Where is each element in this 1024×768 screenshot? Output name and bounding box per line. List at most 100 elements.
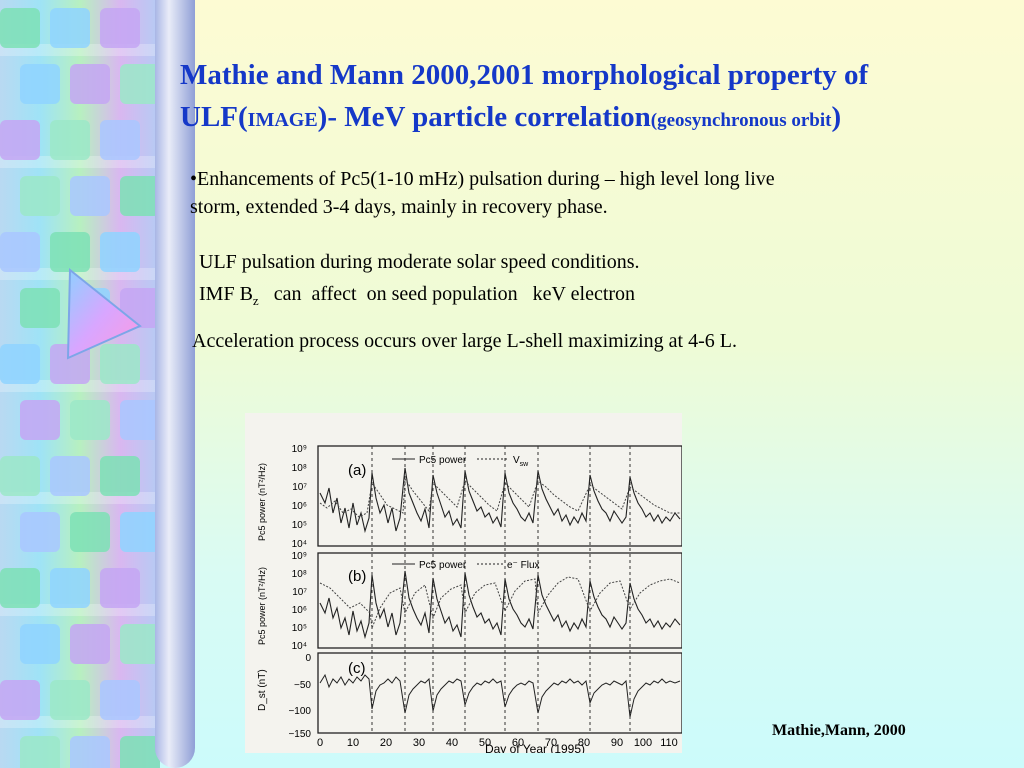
panel-c-yticks: 0 −50 −100 −150 xyxy=(288,653,311,740)
bullet-1-line-1: •Enhancements of Pc5(1-10 mHz) pulsation… xyxy=(190,168,775,190)
panel-a-legend: Pc5 power Vsw xyxy=(392,455,529,468)
decorative-block xyxy=(120,64,160,104)
decorative-block xyxy=(100,456,140,496)
decorative-block xyxy=(50,120,90,160)
svg-text:10⁴: 10⁴ xyxy=(292,539,307,550)
decorative-block xyxy=(20,400,60,440)
decorative-block xyxy=(120,400,160,440)
panel-c-label: (c) xyxy=(348,660,366,677)
svg-text:90: 90 xyxy=(611,737,623,749)
svg-text:10⁴: 10⁴ xyxy=(292,641,307,652)
title-ulf: ULF( xyxy=(180,101,248,133)
svg-text:10⁶: 10⁶ xyxy=(292,501,307,512)
panel-a-ylabel: Pc5 power (nT²/Hz) xyxy=(257,463,267,541)
x-tick-labels: 0 10 20 30 40 50 60 70 80 90 100 110 xyxy=(317,737,678,749)
decorative-block xyxy=(70,64,110,104)
decorative-block xyxy=(50,456,90,496)
legend-b-flux: e⁻ Flux xyxy=(507,560,540,571)
panel-b-flux-trace xyxy=(319,576,681,630)
decorative-block xyxy=(0,680,40,720)
bullet-3: IMF Bz can affect on seed population keV… xyxy=(194,280,635,315)
event-lines xyxy=(371,446,631,733)
decorative-side-strip xyxy=(0,0,160,768)
panel-b-legend: Pc5 power e⁻ Flux xyxy=(392,560,540,571)
decorative-block xyxy=(100,120,140,160)
decorative-block xyxy=(0,456,40,496)
svg-text:10⁵: 10⁵ xyxy=(292,623,307,634)
svg-text:110: 110 xyxy=(660,737,678,749)
decorative-block xyxy=(100,568,140,608)
panel-c-frame xyxy=(317,652,682,734)
decorative-block xyxy=(0,232,40,272)
svg-text:10⁸: 10⁸ xyxy=(292,463,307,474)
svg-text:0: 0 xyxy=(317,737,323,749)
legend-a-pc5: Pc5 power xyxy=(419,455,467,466)
panel-a-pc5-trace xyxy=(319,467,681,534)
decorative-block xyxy=(50,568,90,608)
svg-text:10⁵: 10⁵ xyxy=(292,520,307,531)
title-orbit: (geosynchronous orbit xyxy=(650,110,832,131)
decorative-block xyxy=(70,512,110,552)
bullet-3-post: can affect on seed population keV electr… xyxy=(258,283,636,305)
panel-b-ylabel: Pc5 power (nT²/Hz) xyxy=(257,567,267,645)
decorative-triangle-icon xyxy=(66,268,142,360)
svg-text:10⁶: 10⁶ xyxy=(292,605,307,616)
panel-b-frame xyxy=(317,552,682,649)
decorative-block xyxy=(120,736,160,768)
decorative-block xyxy=(100,8,140,48)
decorative-block xyxy=(50,680,90,720)
svg-text:40: 40 xyxy=(446,737,458,749)
title-image: IMAGE xyxy=(247,109,318,131)
decorative-block xyxy=(50,8,90,48)
decorative-block xyxy=(100,344,140,384)
decorative-block xyxy=(50,232,90,272)
svg-text:10⁸: 10⁸ xyxy=(292,569,307,580)
decorative-block xyxy=(120,176,160,216)
x-axis-label: Day of Year (1995) xyxy=(485,742,585,753)
svg-text:10⁹: 10⁹ xyxy=(292,551,307,562)
decorative-block xyxy=(0,8,40,48)
decorative-block xyxy=(100,232,140,272)
svg-text:30: 30 xyxy=(413,737,425,749)
panel-a-label: (a) xyxy=(348,462,366,479)
panel-c-ylabel: D_st (nT) xyxy=(257,669,268,711)
bullet-1-line-2: storm, extended 3-4 days, mainly in reco… xyxy=(190,196,608,218)
title-line-1: Mathie and Mann 2000,2001 morphological … xyxy=(180,59,869,91)
svg-text:−100: −100 xyxy=(288,706,311,717)
decorative-block xyxy=(0,344,40,384)
title-mid: )- MeV particle correlation xyxy=(317,101,651,133)
svg-text:20: 20 xyxy=(380,737,392,749)
decorative-block xyxy=(20,512,60,552)
decorative-block xyxy=(120,624,160,664)
panel-b-pc5-trace xyxy=(319,570,681,640)
panel-c-dst-trace xyxy=(319,673,681,718)
decorative-block xyxy=(20,736,60,768)
scanned-figure: (a) (b) (c) Pc5 power Vsw Pc5 power e⁻ F… xyxy=(245,413,682,753)
decorative-block xyxy=(120,512,160,552)
title-close: ) xyxy=(831,101,842,133)
bullet-3-sub: z xyxy=(252,293,259,308)
legend-b-pc5: Pc5 power xyxy=(419,560,467,571)
svg-text:0: 0 xyxy=(305,653,311,664)
svg-text:10⁷: 10⁷ xyxy=(292,482,307,493)
svg-text:−50: −50 xyxy=(294,680,311,691)
panel-b-yticks: 10⁹ 10⁸ 10⁷ 10⁶ 10⁵ 10⁴ xyxy=(292,551,308,652)
figure-credit: Mathie,Mann, 2000 xyxy=(772,722,906,739)
decorative-block xyxy=(20,64,60,104)
legend-a-vsw: Vsw xyxy=(513,455,529,468)
svg-text:10⁷: 10⁷ xyxy=(292,587,307,598)
bullet-4: Acceleration process occurs over large L… xyxy=(192,330,737,352)
decorative-block xyxy=(70,624,110,664)
title-line-2: ULF(IMAGE)- MeV particle correlation(geo… xyxy=(180,96,1010,142)
panel-b-label: (b) xyxy=(348,568,366,585)
svg-text:70: 70 xyxy=(545,737,557,749)
bullet-3-pre: IMF B xyxy=(194,283,253,305)
decorative-block xyxy=(0,568,40,608)
svg-text:10: 10 xyxy=(347,737,359,749)
panel-a-yticks: 10⁹ 10⁸ 10⁷ 10⁶ 10⁵ 10⁴ xyxy=(292,444,308,550)
svg-text:60: 60 xyxy=(512,737,524,749)
decorative-block xyxy=(0,120,40,160)
svg-text:−150: −150 xyxy=(288,729,311,740)
decorative-block xyxy=(70,736,110,768)
decorative-block xyxy=(100,680,140,720)
